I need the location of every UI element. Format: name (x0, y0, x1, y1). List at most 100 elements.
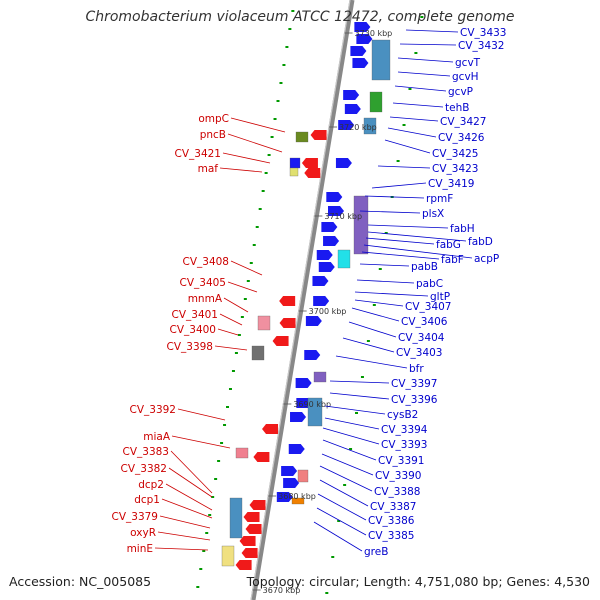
reverse-gene-arrow (249, 500, 266, 510)
cog-feature-block (307, 397, 323, 427)
reverse-gene-label: minE (127, 543, 153, 555)
forward-label-leader (384, 139, 431, 154)
forward-label-leader (322, 427, 380, 445)
gc-tick (414, 52, 418, 54)
forward-gene-label: gcvP (448, 86, 473, 98)
scale-tick-label: 3690 kbp (293, 400, 331, 409)
reverse-label-leader (219, 167, 263, 173)
forward-gene-arrow (283, 478, 300, 488)
cog-feature-block (369, 91, 383, 113)
reverse-gene-arrow (235, 560, 252, 570)
forward-label-leader (394, 85, 447, 92)
gc-tick (349, 448, 353, 450)
forward-label-leader (397, 57, 454, 63)
forward-label-leader (387, 127, 437, 138)
forward-label-leader (316, 507, 367, 536)
forward-label-leader (351, 307, 400, 322)
forward-gene-arrow (343, 90, 360, 100)
reverse-gene-label: dcp1 (134, 494, 160, 506)
forward-label-leader (365, 237, 435, 245)
reverse-label-leader (171, 435, 231, 449)
forward-gene-label: fabD (468, 236, 493, 248)
forward-gene-label: CV_3385 (368, 530, 415, 542)
forward-label-leader (389, 116, 439, 122)
reverse-label-leader (217, 328, 239, 336)
reverse-gene-label: oxyR (130, 527, 156, 539)
reverse-label-leader (168, 467, 213, 498)
gc-tick (402, 124, 406, 126)
forward-label-leader (324, 417, 380, 430)
forward-gene-label: fabG (436, 239, 461, 251)
gc-tick (228, 388, 232, 390)
scale-tick-label: 3700 kbp (309, 307, 347, 316)
forward-gene-arrow (350, 46, 367, 56)
forward-label-leader (399, 43, 457, 46)
forward-gene-label: CV_3426 (438, 132, 485, 144)
forward-gene-label: CV_3386 (368, 515, 415, 527)
forward-gene-arrow (305, 316, 322, 326)
scale-tick-label: 3670 kbp (263, 586, 301, 595)
gc-tick (360, 376, 364, 378)
scale-tick-label: 3720 kbp (339, 123, 377, 132)
scale-ticks: 3730 kbp 3720 kbp 3710 kbp 3700 kbp 3690 kbp… (252, 29, 393, 595)
forward-label-leader (359, 263, 410, 267)
reverse-gene-label: CV_3382 (121, 463, 168, 475)
forward-label-leader (354, 299, 404, 307)
forward-label-leader (354, 291, 429, 297)
reverse-gene-label: mnmA (188, 293, 223, 305)
cog-feature-block (289, 167, 299, 177)
gc-tick (279, 82, 283, 84)
reverse-label-leader (230, 117, 286, 133)
forward-label-leader (392, 102, 444, 108)
gc-tick (240, 316, 244, 318)
scale-tick-label: 3730 kbp (355, 29, 393, 38)
reverse-gene-label: maf (198, 163, 219, 175)
forward-gene-label: CV_3396 (391, 394, 438, 406)
reverse-label-leader (214, 345, 248, 351)
cog-feature-block (289, 157, 301, 169)
forward-gene-arrow (313, 296, 330, 306)
forward-gene-arrow (316, 250, 333, 260)
reverse-gene-arrow (253, 452, 270, 462)
reverse-gene-label: ompC (198, 113, 229, 125)
gc-tick (288, 28, 292, 30)
forward-gene-label: gcvH (452, 71, 479, 83)
forward-gene-label: fabF (441, 254, 464, 266)
cog-feature-block (257, 315, 271, 331)
gc-tick (337, 520, 341, 522)
gc-tick (384, 232, 388, 234)
gc-tick (211, 496, 215, 498)
cog-feature-block (313, 371, 327, 383)
gc-tick (378, 268, 382, 270)
forward-label-leader (342, 337, 395, 353)
forward-gene-arrow (288, 444, 305, 454)
forward-gene-arrow (312, 276, 329, 286)
accession-text: Accession: NC_005085 (9, 574, 152, 589)
gc-tick (291, 10, 295, 12)
reverse-gene-arrow (245, 524, 262, 534)
reverse-gene-label: dcp2 (138, 479, 164, 491)
forward-gene-arrow (335, 158, 352, 168)
gc-tick (223, 424, 227, 426)
forward-gene-label: CV_3407 (405, 301, 452, 313)
forward-gene-arrow (356, 34, 373, 44)
reverse-gene-label: CV_3398 (167, 341, 214, 353)
gc-tick (249, 262, 253, 264)
reverse-gene-label: CV_3408 (183, 256, 230, 268)
reverse-gene-label: CV_3383 (123, 446, 170, 458)
backbone-highlight (250, 0, 351, 600)
gc-tick (214, 478, 218, 480)
forward-gene-arrow (354, 22, 371, 32)
forward-gene-label: CV_3406 (401, 316, 448, 328)
cog-feature-block (297, 469, 309, 483)
reverse-gene-arrow (241, 548, 258, 558)
reverse-label-leader (222, 152, 271, 164)
gc-tick (282, 64, 286, 66)
reverse-gene-arrow (239, 536, 256, 546)
gc-tick (261, 190, 265, 192)
gc-tick (217, 460, 221, 462)
forward-gene-label: CV_3404 (398, 332, 445, 344)
forward-label-leader (363, 244, 473, 259)
cog-feature-block (363, 117, 377, 135)
